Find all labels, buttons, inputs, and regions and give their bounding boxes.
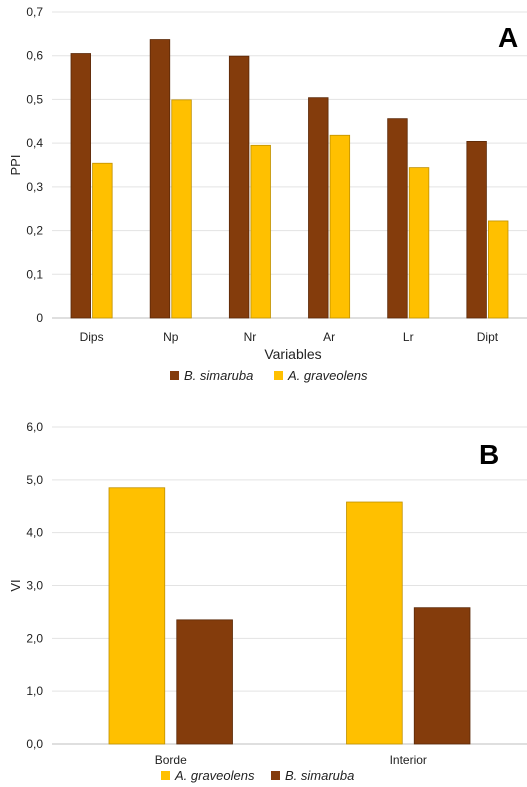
y-tick-label: 0,7: [26, 5, 43, 19]
y-axis-title: VI: [8, 579, 23, 591]
x-tick-label: Nr: [244, 330, 257, 344]
y-tick-label: 0,6: [26, 49, 43, 63]
y-tick-label: 0,4: [26, 136, 43, 150]
legend-label: B. simaruba: [285, 768, 354, 783]
x-tick-label: Dipt: [477, 330, 499, 344]
legend-swatch: [274, 371, 283, 380]
y-tick-label: 0: [36, 311, 43, 325]
bar: [149, 39, 171, 319]
bar: [308, 97, 329, 319]
y-axis-title: PPI: [8, 155, 23, 176]
bar: [108, 487, 166, 745]
legend-label: A. graveolens: [287, 368, 368, 383]
y-tick-label: 3,0: [26, 579, 43, 593]
x-tick-label: Borde: [155, 753, 187, 767]
bar: [70, 53, 91, 319]
y-tick-label: 0,2: [26, 224, 43, 238]
bar: [228, 55, 250, 319]
x-tick-label: Dips: [80, 330, 104, 344]
bar: [329, 134, 351, 319]
bar: [346, 501, 403, 745]
x-tick-label: Np: [163, 330, 179, 344]
y-tick-label: 5,0: [26, 473, 43, 487]
x-axis-title: Variables: [264, 346, 321, 362]
x-tick-label: Ar: [323, 330, 335, 344]
bar: [413, 607, 471, 745]
bar: [408, 167, 430, 319]
y-tick-label: 0,1: [26, 267, 43, 281]
y-tick-label: 0,3: [26, 180, 43, 194]
bar: [250, 144, 271, 319]
bar: [176, 619, 233, 745]
bar: [488, 220, 509, 319]
y-tick-label: 4,0: [26, 526, 43, 540]
chart-panel-a: 0 0,1 0,2 0,3 0,4 0,5 0,6 0,7 PPI Dips Np Nr Ar Lr Dip…: [8, 5, 527, 383]
legend-label: A. graveolens: [174, 768, 255, 783]
legend-label: B. simaruba: [184, 368, 253, 383]
bar: [387, 118, 408, 319]
bar: [92, 162, 113, 319]
bar: [466, 140, 487, 319]
y-tick-label: 6,0: [26, 420, 43, 434]
chart-panel-b: 0,0 1,0 2,0 3,0 4,0 5,0 6,0 VI Borde Interior B A. …: [8, 420, 527, 783]
y-tick-label: 1,0: [26, 684, 43, 698]
y-tick-label: 0,0: [26, 737, 43, 751]
x-tick-label: Interior: [390, 753, 427, 767]
legend-swatch: [161, 771, 170, 780]
y-tick-label: 0,5: [26, 92, 43, 106]
y-tick-label: 2,0: [26, 631, 43, 645]
legend-swatch: [170, 371, 179, 380]
panel-label: B: [479, 439, 499, 470]
x-tick-label: Lr: [403, 330, 414, 344]
panel-label: A: [498, 22, 518, 53]
bar: [171, 99, 192, 319]
legend-swatch: [271, 771, 280, 780]
